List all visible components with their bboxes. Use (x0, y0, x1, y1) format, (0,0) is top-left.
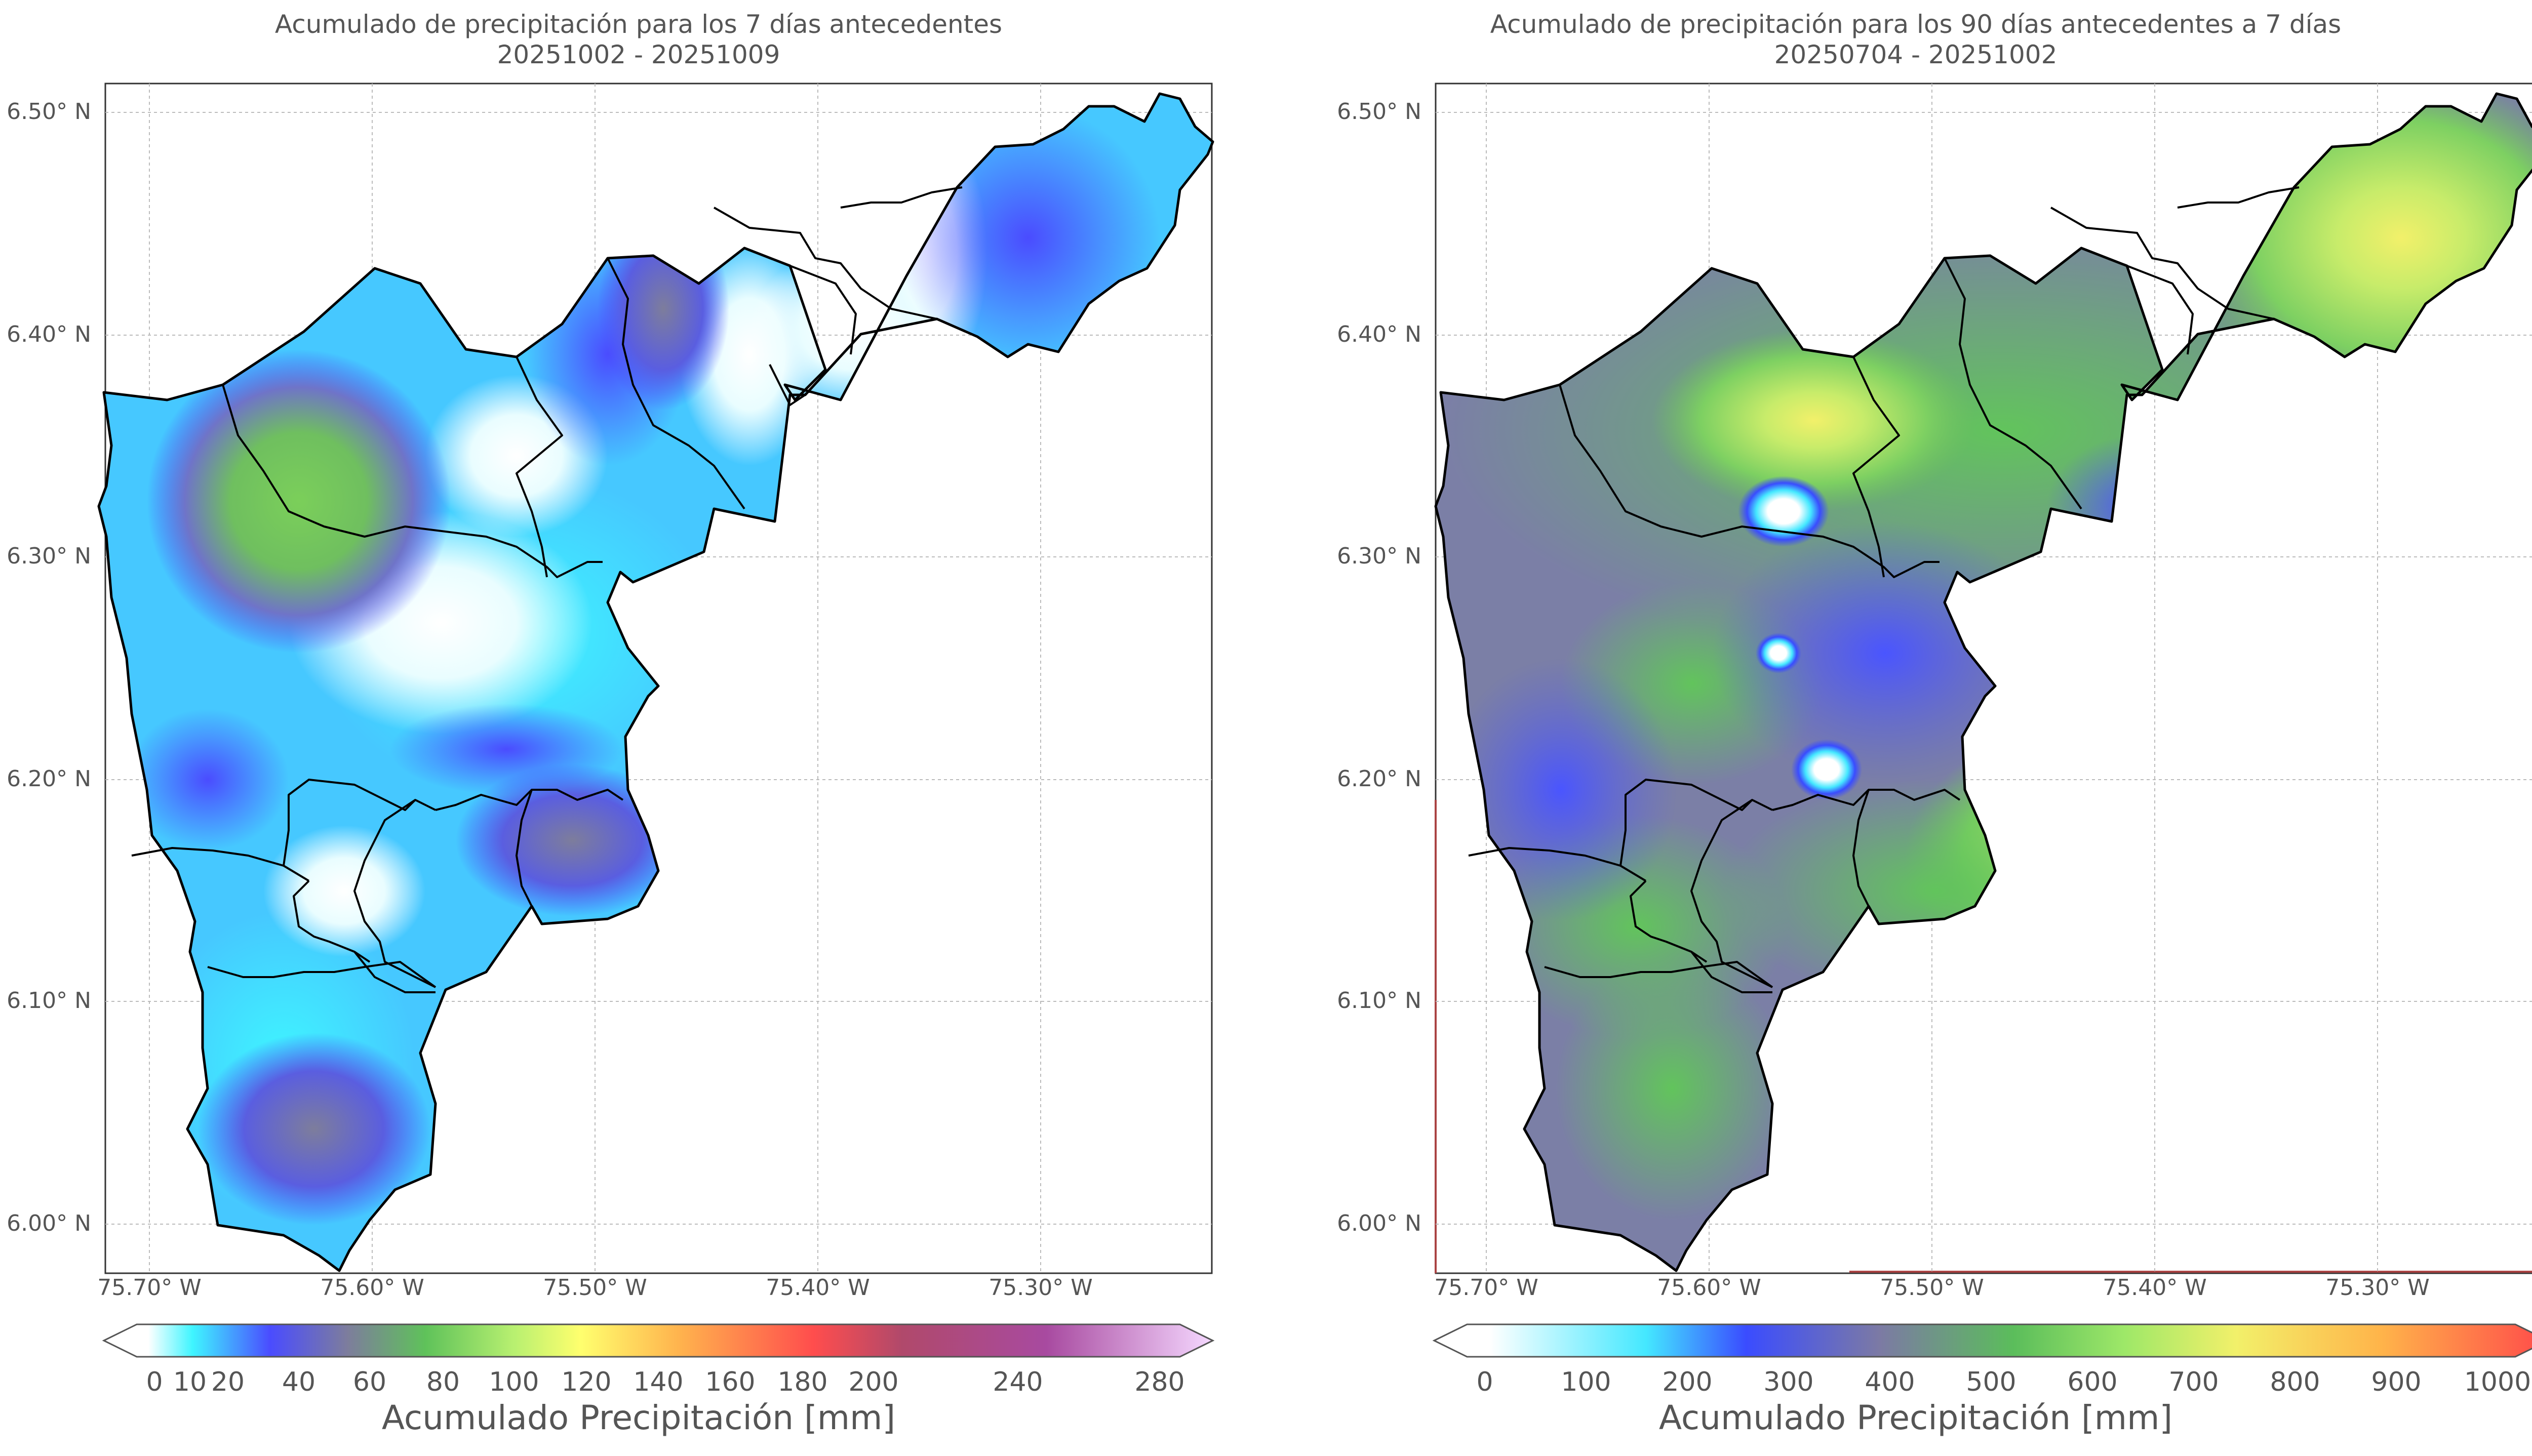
right-cbtick: 700 (2168, 1367, 2219, 1397)
right-cbtick: 1000 (2464, 1367, 2531, 1397)
left-cbtick: 280 (1134, 1367, 1185, 1397)
left-cbtick: 100 (489, 1367, 539, 1397)
right-map-panel: Acumulado de precipitación para los 90 d… (1277, 0, 2532, 1456)
left-cbtick: 80 (426, 1367, 460, 1397)
right-ytick: 6.10° N (1337, 988, 1421, 1014)
right-cbtick: 0 (1476, 1367, 1493, 1397)
right-ytick: 6.40° N (1337, 321, 1421, 347)
left-xtick: 75.50° W (543, 1275, 647, 1301)
left-cbtick: 240 (993, 1367, 1043, 1397)
left-cbtick: 180 (777, 1367, 828, 1397)
left-region-outline (97, 92, 1214, 1272)
right-xtick: 75.40° W (2103, 1275, 2207, 1301)
left-cbtick: 40 (282, 1367, 316, 1397)
right-ytick: 6.50° N (1337, 99, 1421, 125)
left-ytick: 6.30° N (7, 543, 91, 569)
left-map-svg (97, 83, 1214, 1274)
right-cbtick: 300 (1763, 1367, 1814, 1397)
left-title: Acumulado de precipitación para los 7 dí… (274, 10, 1003, 39)
left-ytick: 6.20° N (7, 766, 91, 792)
left-cbtick: 0 (146, 1367, 163, 1397)
left-municipal-boundaries (131, 186, 963, 993)
left-cbtick: 60 (352, 1367, 387, 1397)
left-cbtick: 120 (561, 1367, 612, 1397)
left-xtick: 75.30° W (988, 1275, 1093, 1301)
right-map-svg (1434, 83, 2532, 1274)
right-cbtick: 900 (2371, 1367, 2422, 1397)
right-xtick: 75.70° W (1434, 1275, 1538, 1301)
right-municipal-boundaries (1468, 186, 2300, 993)
left-cbtick: 200 (848, 1367, 899, 1397)
right-colorbar-label: Acumulado Precipitación [mm] (1658, 1398, 2173, 1437)
right-cbtick: 200 (1662, 1367, 1713, 1397)
left-ytick: 6.00° N (7, 1210, 91, 1236)
left-map-panel: Acumulado de precipitación para los 7 dí… (7, 10, 1215, 1437)
right-date-range: 20250704 - 20251002 (1774, 40, 2058, 69)
right-cbtick: 600 (2067, 1367, 2118, 1397)
left-xtick: 75.70° W (97, 1275, 202, 1301)
left-xtick: 75.60° W (320, 1275, 424, 1301)
right-xtick: 75.50° W (1880, 1275, 1984, 1301)
left-cbtick: 20 (211, 1367, 245, 1397)
right-ytick: 6.30° N (1337, 543, 1421, 569)
right-cbtick: 100 (1561, 1367, 1611, 1397)
left-cbtick: 10 (173, 1367, 207, 1397)
left-ytick: 6.50° N (7, 99, 91, 125)
right-cbtick: 400 (1865, 1367, 1915, 1397)
right-cbtick: 500 (1966, 1367, 2016, 1397)
left-xtick: 75.40° W (766, 1275, 870, 1301)
left-date-range: 20251002 - 20251009 (497, 40, 780, 69)
right-region-outline (1434, 92, 2532, 1272)
right-cbtick: 800 (2270, 1367, 2320, 1397)
left-colorbar-label: Acumulado Precipitación [mm] (381, 1398, 896, 1437)
right-ytick: 6.20° N (1337, 766, 1421, 792)
right-xtick: 75.30° W (2325, 1275, 2430, 1301)
right-ytick: 6.00° N (1337, 1210, 1421, 1236)
right-xtick: 75.60° W (1657, 1275, 1761, 1301)
left-ytick: 6.10° N (7, 988, 91, 1014)
left-cbtick: 160 (705, 1367, 756, 1397)
right-title: Acumulado de precipitación para los 90 d… (1490, 10, 2342, 39)
left-ytick: 6.40° N (7, 321, 91, 347)
left-cbtick: 140 (633, 1367, 684, 1397)
